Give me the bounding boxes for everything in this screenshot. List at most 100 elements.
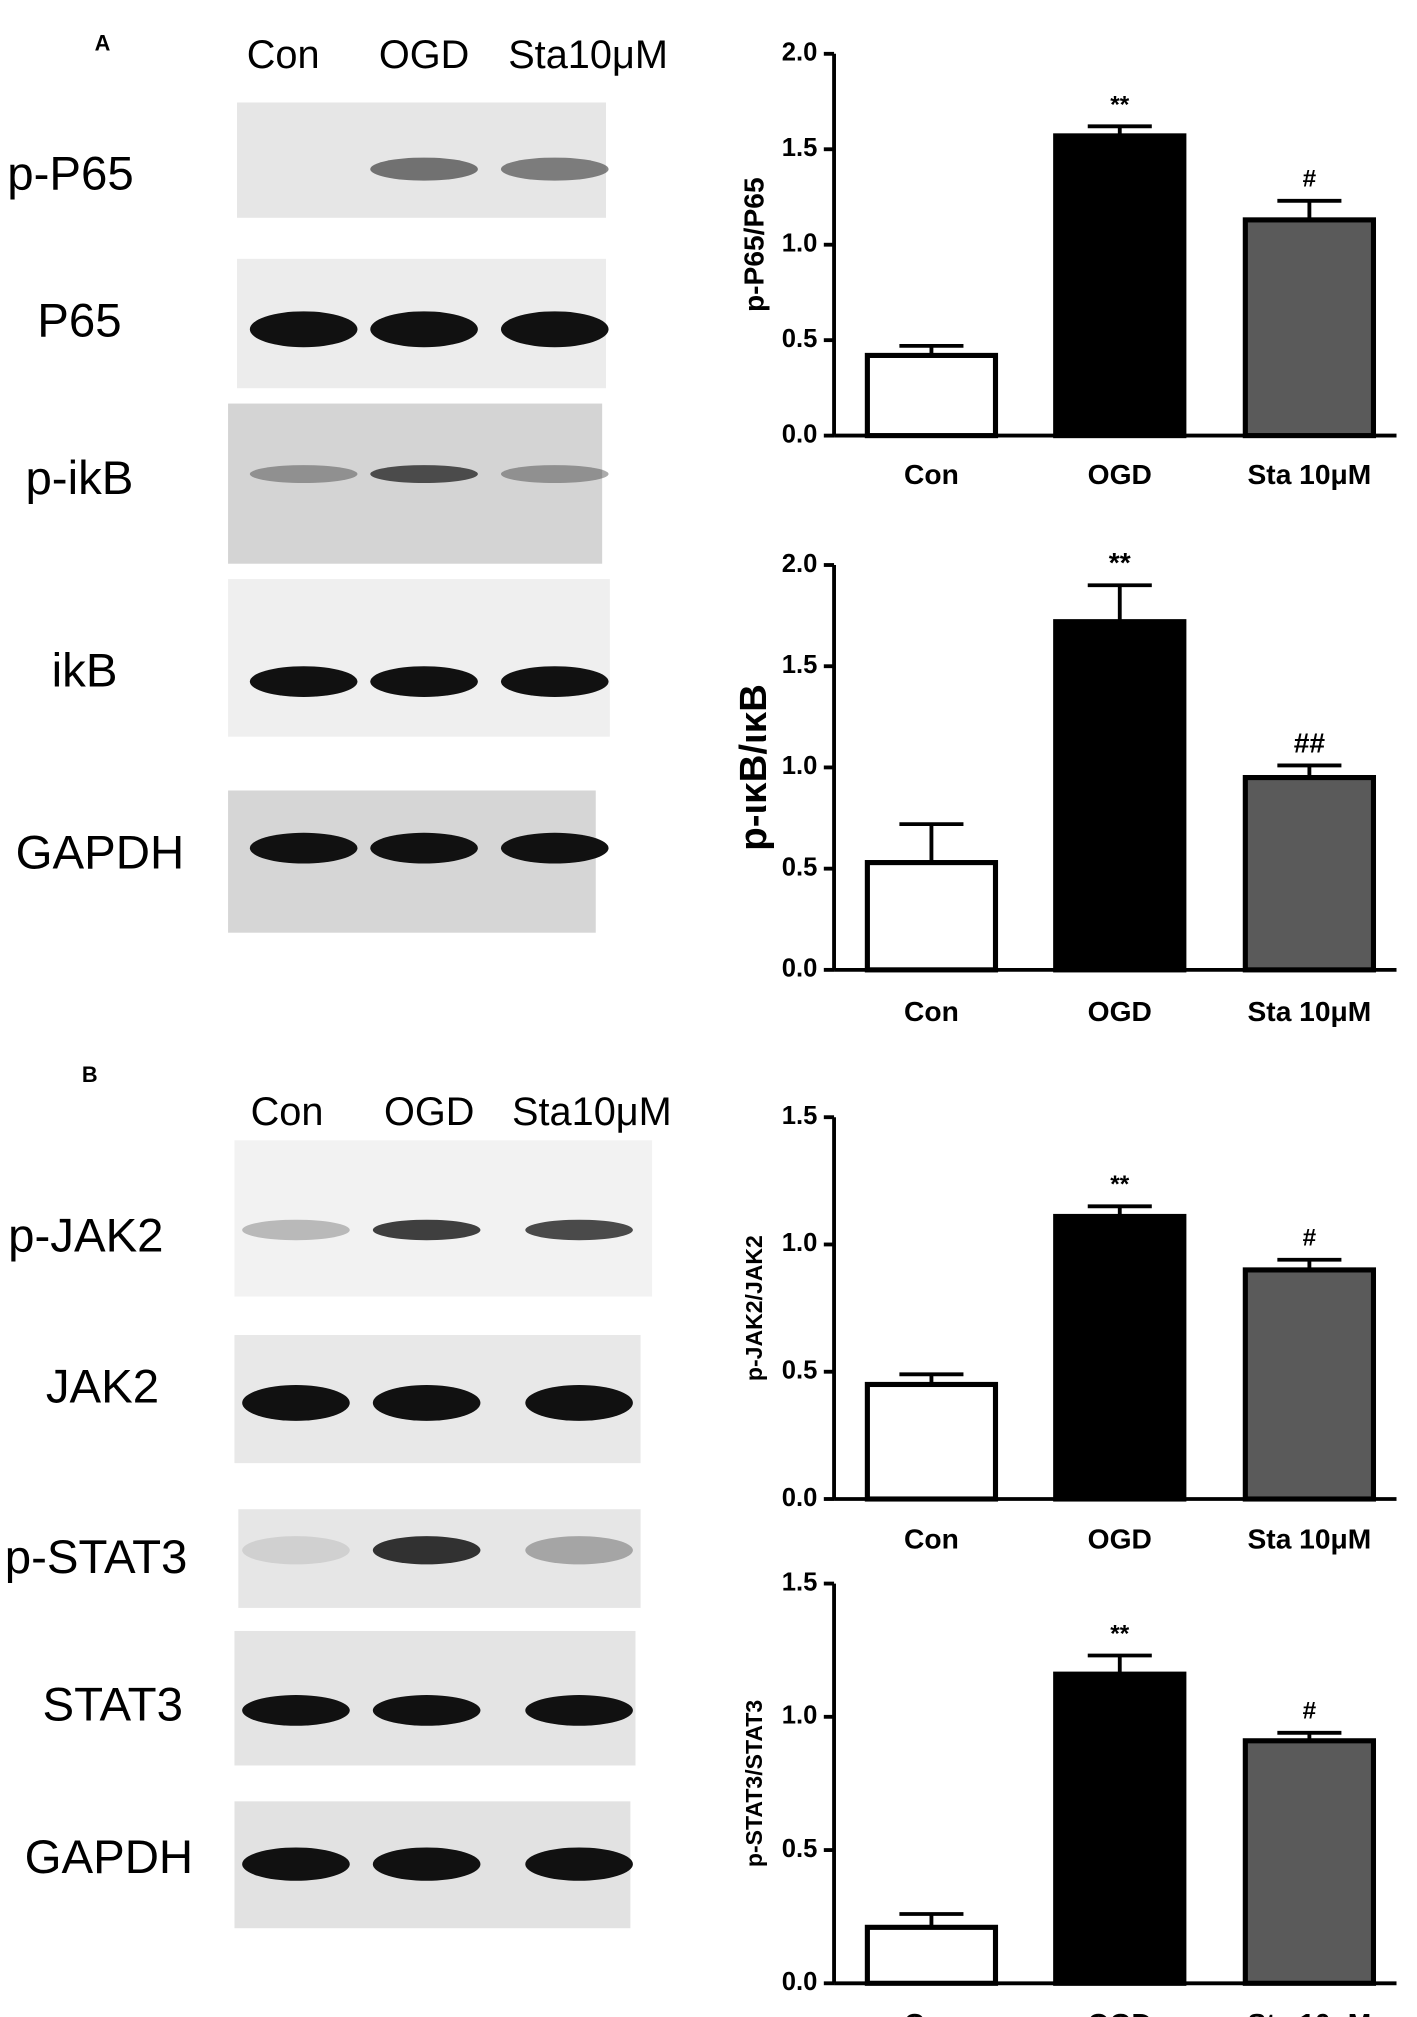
significance-label: **	[1109, 546, 1131, 578]
blot-band	[370, 832, 478, 864]
error-bar	[1087, 124, 1152, 136]
lane-label: OGD	[384, 1090, 474, 1134]
blot-band	[249, 832, 358, 864]
y-axis-label: p-JAK2/JAK2	[741, 1235, 767, 1381]
blot-band	[242, 1695, 350, 1726]
y-tick-label: 1.0	[782, 752, 818, 780]
blot-band	[242, 1847, 350, 1881]
blot-band	[372, 1695, 481, 1726]
y-tick-label: 0.5	[782, 325, 818, 353]
blot-label: p-JAK2	[8, 1209, 163, 1262]
y-axis-label: p-ικB/ικB	[732, 684, 775, 851]
bar	[1242, 774, 1377, 973]
lane-label: Sta10μM	[512, 1090, 672, 1134]
blot-band	[370, 157, 478, 181]
bar	[1242, 1738, 1377, 1986]
lane-label: Sta10μM	[508, 33, 668, 77]
blot-image	[228, 579, 610, 737]
bar	[1053, 1213, 1187, 1502]
error-bar	[1277, 763, 1342, 778]
significance-label: ##	[1294, 726, 1326, 758]
significance-label: #	[1303, 166, 1317, 193]
y-tick-label: 0.0	[782, 420, 818, 448]
error-bar	[1277, 1257, 1342, 1270]
error-bar	[899, 343, 964, 356]
x-tick-label: Sta 10μM	[1248, 2007, 1372, 2017]
x-tick-label: Con	[904, 458, 959, 490]
y-tick-label: 1.0	[782, 1229, 818, 1257]
y-tick-label: 1.5	[782, 1102, 818, 1130]
blot-label: p-ikB	[25, 452, 133, 505]
bar	[864, 352, 999, 439]
blot-band	[500, 666, 609, 697]
lane-label: Con	[247, 33, 320, 77]
y-tick-label: 0.0	[782, 1968, 818, 1996]
y-tick-label: 2.0	[782, 39, 818, 67]
blot-band	[372, 1536, 481, 1565]
x-tick-label: Sta 10μM	[1248, 995, 1372, 1027]
x-tick-label: OGD	[1088, 458, 1152, 490]
bar	[1053, 619, 1187, 973]
y-tick-label: 1.5	[782, 1568, 818, 1596]
blot-image	[228, 403, 603, 564]
blot-band	[242, 1536, 350, 1565]
y-axis-label: p-STAT3/STAT3	[741, 1700, 767, 1867]
blot-label: p-P65	[7, 147, 133, 200]
panel-letter: B	[82, 1062, 98, 1087]
y-tick-label: 0.0	[782, 955, 818, 983]
error-bar	[1087, 1653, 1152, 1675]
significance-label: **	[1110, 91, 1129, 118]
significance-label: **	[1110, 1171, 1129, 1198]
blot-label: ikB	[52, 644, 118, 697]
blot-band	[525, 1219, 633, 1241]
blot-band	[525, 1384, 633, 1421]
blot-band	[370, 666, 478, 697]
error-bar	[899, 1912, 964, 1928]
x-tick-label: Con	[904, 1523, 959, 1555]
bar	[1053, 133, 1187, 439]
y-tick-label: 0.5	[782, 1357, 818, 1385]
error-bar	[1277, 1730, 1342, 1741]
y-tick-label: 1.5	[782, 134, 818, 162]
significance-label: #	[1303, 1225, 1317, 1252]
error-bar	[899, 822, 964, 863]
x-tick-label: Sta 10μM	[1248, 458, 1372, 490]
y-tick-label: 1.0	[782, 229, 818, 257]
blot-label: GAPDH	[25, 1831, 194, 1884]
x-tick-label: OGD	[1088, 2007, 1152, 2017]
blot-band	[370, 311, 478, 348]
blot-band	[242, 1384, 350, 1421]
lane-label: OGD	[379, 33, 469, 77]
bar	[1242, 1267, 1377, 1502]
error-bar	[899, 1372, 964, 1385]
blot-band	[372, 1384, 481, 1421]
y-tick-label: 1.0	[782, 1702, 818, 1730]
x-tick-label: Sta 10μM	[1248, 1523, 1372, 1555]
blot-band	[249, 465, 358, 484]
x-tick-label: OGD	[1088, 1523, 1152, 1555]
blot-band	[500, 311, 609, 348]
blot-band	[500, 157, 609, 181]
blot-band	[525, 1847, 633, 1881]
y-tick-label: 0.0	[782, 1484, 818, 1512]
error-bar	[1087, 1204, 1152, 1217]
panel-letter: A	[95, 31, 111, 56]
bar	[864, 860, 999, 973]
y-tick-label: 0.5	[782, 853, 818, 881]
y-tick-label: 0.5	[782, 1835, 818, 1863]
figure-content: A Con OGD Sta10μM p-P65 P65 p-ikB ikB GAPDH B Con O…	[5, 31, 1397, 2017]
significance-label: **	[1110, 1620, 1129, 1647]
blot-label: P65	[37, 295, 121, 348]
blot-band	[500, 465, 609, 484]
x-tick-label: OGD	[1088, 995, 1152, 1027]
blot-band	[500, 832, 609, 864]
bar	[1242, 217, 1377, 439]
blot-band	[370, 465, 478, 484]
blot-band	[249, 666, 358, 697]
blot-band	[525, 1695, 633, 1726]
blot-label: JAK2	[46, 1361, 159, 1414]
y-tick-label: 1.5	[782, 651, 818, 679]
blot-band	[372, 1219, 481, 1241]
